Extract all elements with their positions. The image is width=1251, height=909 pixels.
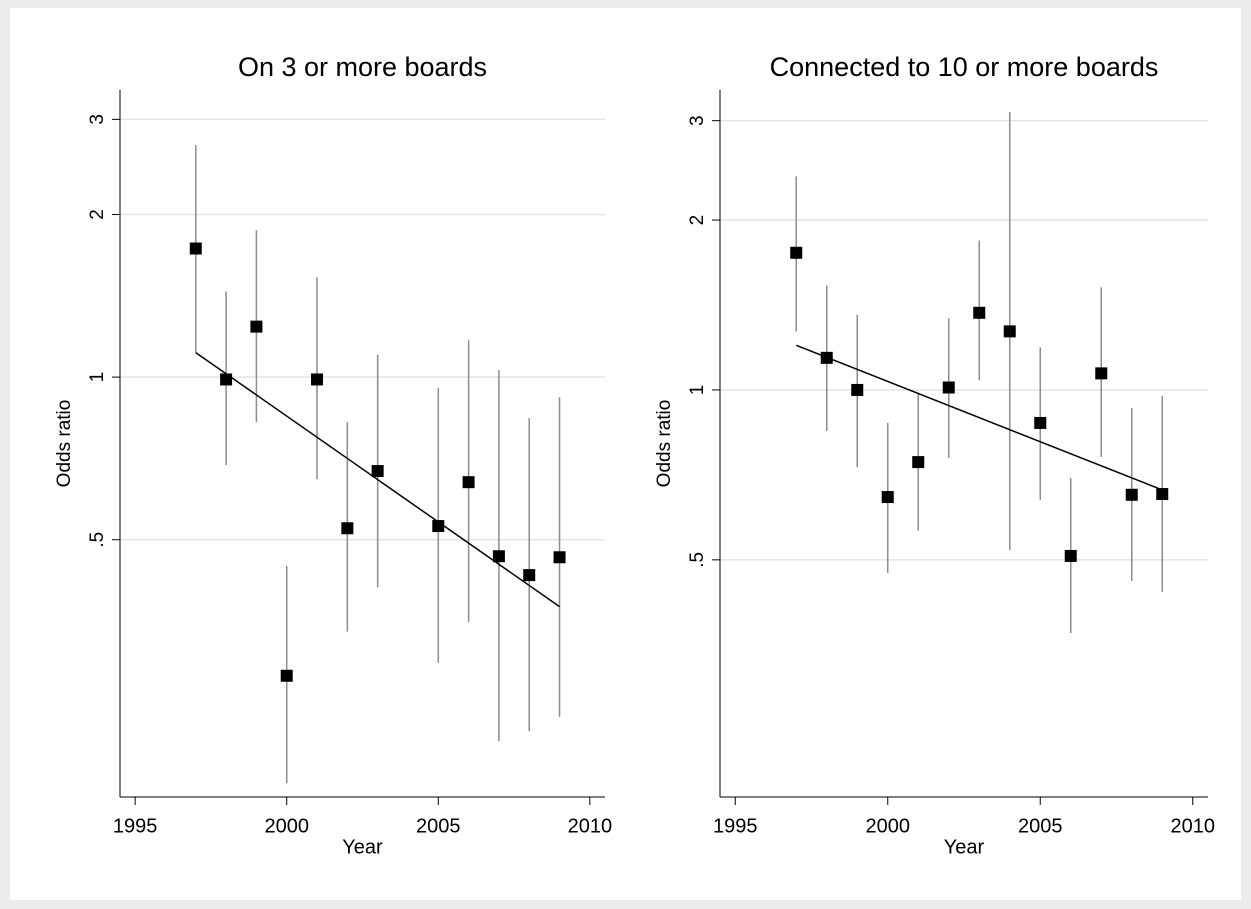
x-axis-label: Year <box>944 836 985 858</box>
marker <box>1064 549 1077 562</box>
y-axis-label: Odds ratio <box>54 400 75 488</box>
chart-title: On 3 or more boards <box>238 52 487 82</box>
marker <box>1003 325 1016 338</box>
marker <box>1125 488 1138 501</box>
y-tick-label: 3 <box>687 115 708 126</box>
y-tick-label: .5 <box>87 532 108 548</box>
marker <box>220 373 233 386</box>
marker <box>280 669 293 682</box>
marker <box>462 476 475 489</box>
marker <box>250 320 263 333</box>
x-tick-label: 2000 <box>264 815 309 837</box>
y-tick-label: .5 <box>687 552 708 568</box>
y-axis-label: Odds ratio <box>654 400 675 488</box>
plot-area <box>120 90 605 797</box>
x-tick-label: 2005 <box>416 815 461 837</box>
x-tick-label: 1995 <box>113 815 158 837</box>
marker <box>881 491 894 504</box>
chart-title: Connected to 10 or more boards <box>770 52 1159 82</box>
marker <box>942 381 955 394</box>
marker <box>1034 416 1047 429</box>
marker <box>790 246 803 259</box>
fit-line <box>795 344 1163 491</box>
plot-area <box>720 90 1208 797</box>
marker <box>553 551 566 564</box>
y-tick-label: 1 <box>687 385 708 396</box>
y-tick-label: 3 <box>87 114 108 125</box>
marker <box>189 242 202 255</box>
y-tick-label: 2 <box>87 209 108 220</box>
marker <box>820 351 833 364</box>
x-tick-label: 2000 <box>866 815 911 837</box>
marker <box>311 373 324 386</box>
y-tick-label: 2 <box>687 215 708 226</box>
x-tick-label: 2005 <box>1018 815 1063 837</box>
marker <box>432 520 445 533</box>
marker <box>851 383 864 396</box>
x-axis-label: Year <box>342 836 383 858</box>
y-tick-label: 1 <box>87 372 108 383</box>
fit-line <box>195 352 560 608</box>
marker <box>1095 367 1108 380</box>
marker <box>973 306 986 319</box>
x-tick-label: 2010 <box>1171 815 1216 837</box>
marker <box>341 522 354 535</box>
marker <box>1156 488 1169 501</box>
marker <box>492 550 505 563</box>
x-tick-label: 2010 <box>568 815 613 837</box>
marker <box>371 465 384 478</box>
marker <box>912 456 925 469</box>
x-tick-label: 1995 <box>713 815 758 837</box>
marker <box>523 569 536 582</box>
